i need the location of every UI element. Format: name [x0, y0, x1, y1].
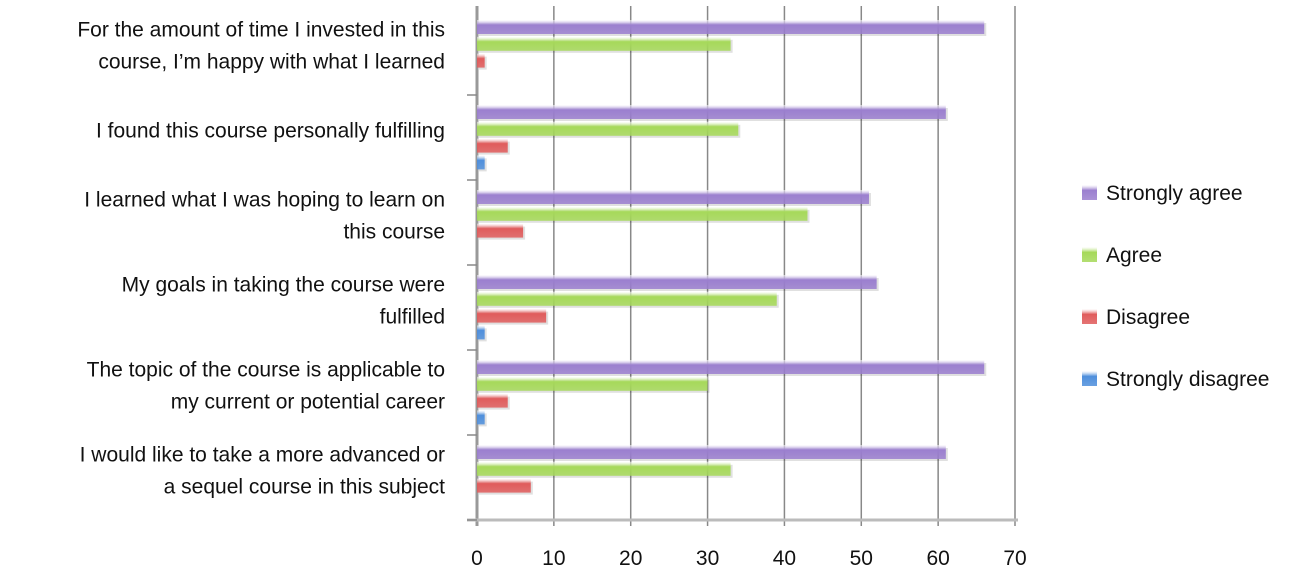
bar-strongly-agree	[477, 20, 985, 34]
x-tick-label: 40	[773, 547, 796, 570]
bar-agree	[477, 36, 731, 51]
category-label: I learned what I was hoping to learn on	[84, 189, 445, 212]
x-tick-label: 50	[850, 547, 873, 570]
bar-agree	[477, 206, 808, 221]
x-tick-label: 60	[926, 547, 949, 570]
bar-disagree	[477, 478, 531, 493]
category-label: I found this course personally fulfillin…	[96, 120, 445, 143]
x-tick-label: 70	[1003, 547, 1026, 570]
bar-agree	[477, 376, 708, 391]
category-label: I would like to take a more advanced or	[80, 444, 445, 467]
category-label: The topic of the course is applicable to	[87, 359, 445, 382]
category-label: a sequel course in this subject	[164, 476, 445, 499]
bar-disagree	[477, 308, 547, 323]
x-tick-label: 10	[542, 547, 565, 570]
bar-strongly-agree	[477, 275, 877, 289]
legend-swatch	[1082, 309, 1097, 324]
category-label: this course	[343, 221, 445, 244]
x-tick-label: 30	[696, 547, 719, 570]
category-label: fulfilled	[380, 306, 445, 329]
bar-disagree	[477, 138, 508, 153]
bar-strongly-disagree	[477, 325, 485, 340]
bar-strongly-agree	[477, 360, 985, 374]
legend-swatch	[1082, 371, 1097, 386]
x-tick-label: 0	[471, 547, 483, 570]
bar-disagree	[477, 53, 485, 68]
category-label: course, I’m happy with what I learned	[98, 51, 445, 74]
bar-strongly-disagree	[477, 155, 485, 170]
bar-agree	[477, 121, 739, 136]
bar-disagree	[477, 223, 524, 238]
bar-strongly-agree	[477, 190, 869, 204]
bar-strongly-agree	[477, 445, 946, 459]
bar-strongly-disagree	[477, 410, 485, 425]
bar-agree	[477, 461, 731, 476]
category-label: my current or potential career	[171, 391, 445, 414]
category-label: For the amount of time I invested in thi…	[77, 19, 445, 42]
legend-label: Strongly agree	[1106, 182, 1243, 205]
category-label: My goals in taking the course were	[122, 274, 445, 297]
legend-swatch	[1082, 185, 1097, 200]
legend-label: Strongly disagree	[1106, 368, 1269, 391]
bar-agree	[477, 291, 777, 306]
bar-disagree	[477, 393, 508, 408]
bar-strongly-agree	[477, 105, 946, 119]
legend-swatch	[1082, 247, 1097, 262]
x-tick-label: 20	[619, 547, 642, 570]
legend-label: Disagree	[1106, 306, 1190, 329]
legend-label: Agree	[1106, 244, 1162, 267]
